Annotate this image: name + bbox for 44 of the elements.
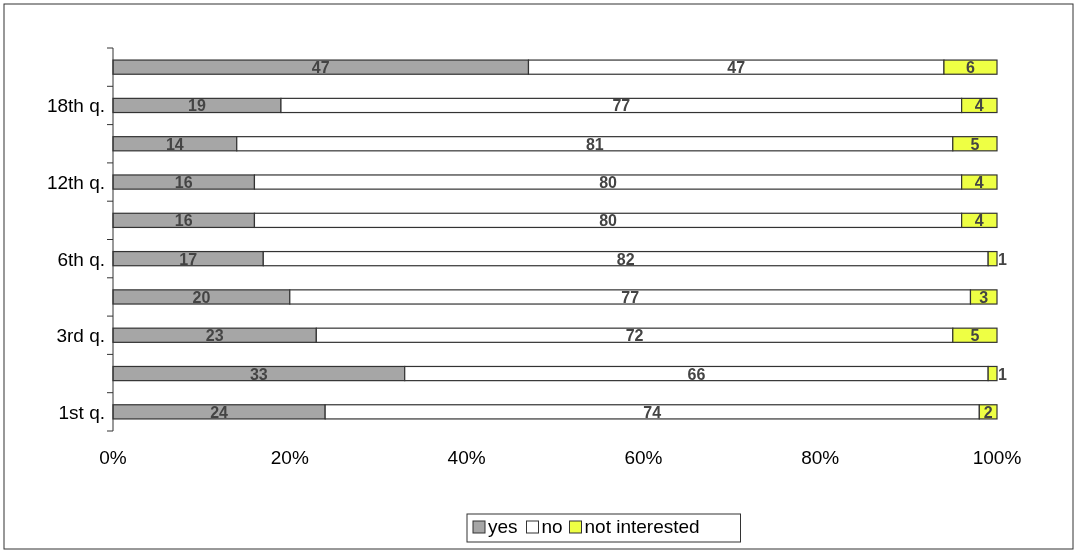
data-label: 5 <box>970 327 980 345</box>
data-label: 80 <box>599 212 618 230</box>
data-label: 66 <box>687 365 706 383</box>
legend-label: no <box>541 516 563 537</box>
data-label: 19 <box>188 97 206 115</box>
legend-label: not interested <box>584 516 700 537</box>
y-tick-label: 6th q. <box>57 248 105 270</box>
x-tick-label: 0% <box>99 447 127 468</box>
data-label: 14 <box>165 135 184 153</box>
data-label: 17 <box>179 250 198 268</box>
data-label: 4 <box>974 97 984 115</box>
data-label: 1 <box>998 250 1007 268</box>
data-label: 24 <box>210 403 229 421</box>
data-label: 20 <box>192 288 211 306</box>
legend-label: yes <box>488 516 518 537</box>
data-label: 16 <box>174 212 193 230</box>
data-label: 82 <box>616 250 635 268</box>
data-label: 81 <box>585 135 604 153</box>
data-label: 6 <box>966 59 976 77</box>
data-label: 74 <box>643 403 662 421</box>
data-label: 77 <box>612 97 631 115</box>
data-label: 4 <box>974 212 984 230</box>
data-label: 33 <box>249 365 268 383</box>
x-tick-label: 100% <box>972 447 1022 468</box>
data-label: 23 <box>205 327 224 345</box>
data-label: 47 <box>311 59 330 77</box>
data-label: 72 <box>625 327 644 345</box>
data-label: 5 <box>970 135 980 153</box>
data-label: 47 <box>727 59 746 77</box>
data-label: 3 <box>979 288 989 306</box>
data-label: 2 <box>983 403 993 421</box>
data-label: 16 <box>174 174 193 192</box>
data-label: 77 <box>621 288 640 306</box>
y-tick-label: 18th q. <box>46 95 105 117</box>
y-tick-label: 12th q. <box>46 172 105 194</box>
x-tick-label: 80% <box>801 447 840 468</box>
y-tick-label: 3rd q. <box>56 325 105 347</box>
x-tick-label: 40% <box>447 447 486 468</box>
data-label: 1 <box>998 365 1007 383</box>
x-tick-label: 60% <box>624 447 663 468</box>
y-tick-label: 1st q. <box>58 401 105 423</box>
x-tick-label: 20% <box>270 447 309 468</box>
data-label: 80 <box>599 174 618 192</box>
data-label: 4 <box>974 174 984 192</box>
